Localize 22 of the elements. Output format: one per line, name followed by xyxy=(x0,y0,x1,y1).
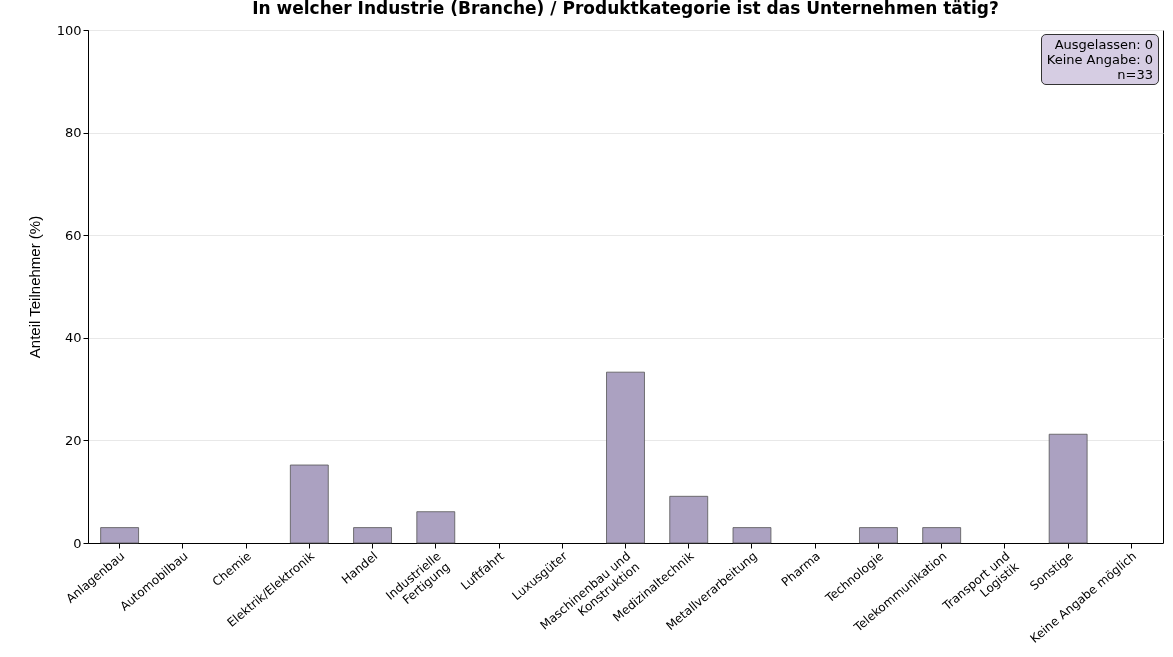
bar xyxy=(732,527,772,544)
y-tick-label: 80 xyxy=(64,125,82,141)
bar xyxy=(859,527,898,544)
bar xyxy=(922,527,962,544)
bar xyxy=(1048,433,1088,544)
y-tick-label: 0 xyxy=(73,535,82,551)
y-axis-title: Anteil Teilnehmer (%) xyxy=(25,215,43,359)
y-tick-label: 20 xyxy=(64,432,82,448)
bar xyxy=(353,527,392,544)
annotation: n=33 xyxy=(1116,67,1153,82)
y-tick-label: 60 xyxy=(64,227,82,243)
bar xyxy=(669,495,709,544)
annotation: Ausgelassen: 0 xyxy=(1053,37,1153,52)
chart-title: In welcher Industrie (Branche) / Produktkategorie ist das Unternehmen tätig? xyxy=(252,0,999,18)
annotation: Keine Angabe: 0 xyxy=(1046,52,1153,67)
note-box: Ausgelassen: 0 Keine Angabe: 0 n=33 xyxy=(1040,34,1159,85)
bar xyxy=(289,464,329,544)
bar xyxy=(606,371,645,544)
bar xyxy=(416,511,456,544)
bar xyxy=(100,527,139,544)
y-tick-label: 100 xyxy=(56,22,82,38)
y-tick-label: 40 xyxy=(64,330,82,346)
